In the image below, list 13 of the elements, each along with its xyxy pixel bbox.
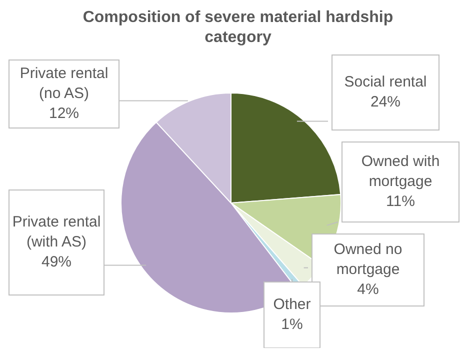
slice-label: Owned with mortgage — [361, 152, 440, 190]
slice-label: Other — [273, 296, 311, 313]
slice-label: Private rental (with AS) — [12, 213, 101, 250]
data-label: 12% — [48, 104, 80, 122]
data-label: 24% — [370, 93, 401, 110]
slice-label: Private rental (no AS) — [20, 64, 108, 102]
data-label: 4% — [357, 280, 379, 298]
data-label: 11% — [386, 192, 415, 210]
data-label: 1% — [281, 316, 303, 333]
slice-label: Social rental — [344, 73, 427, 90]
data-label: 49% — [41, 253, 72, 270]
chart-title: Composition of severe material hardship category — [82, 8, 394, 48]
slice-label: Owned no mortgage — [334, 240, 402, 278]
